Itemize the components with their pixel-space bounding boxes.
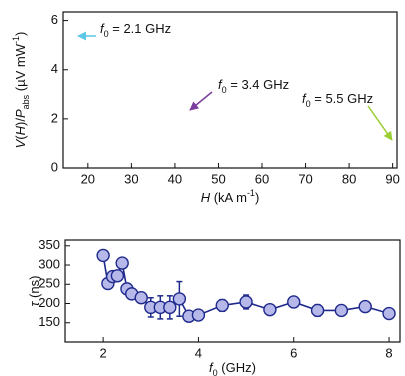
y-tick-label: 300 — [38, 256, 60, 271]
label-part: )/ — [13, 118, 28, 126]
label-part: 0 — [213, 368, 218, 376]
x-axis-label: f0 (GHz) — [209, 360, 256, 376]
label-part: f — [100, 21, 105, 36]
point — [310, 303, 325, 318]
x-tick-label: 90 — [385, 171, 399, 186]
label-part: ) — [255, 190, 259, 205]
label-part: -1 — [247, 188, 255, 198]
label-part: = 5.5 GHz — [311, 91, 374, 106]
point — [287, 295, 301, 309]
y-tick-label: 350 — [38, 237, 60, 252]
point — [334, 303, 349, 318]
y-tick-label: 2 — [51, 110, 58, 125]
point — [163, 300, 177, 315]
plot-frame — [64, 239, 401, 343]
y-axis-label: V(H)/Pabs (µV mW-1) — [11, 32, 31, 149]
x-axis-label: H (kA m-1) — [201, 188, 260, 205]
annotation-arrow — [367, 105, 393, 141]
label-part: 0 — [306, 99, 311, 109]
label-part: -1 — [11, 36, 21, 44]
label-part: P — [13, 109, 28, 118]
label-part: = 2.1 GHz — [109, 21, 172, 36]
y-tick-label: 150 — [38, 314, 60, 329]
label-part: τ — [27, 300, 42, 306]
label-part: = 3.4 GHz — [227, 77, 290, 92]
x-tick-label: 70 — [298, 171, 312, 186]
plot-frame — [62, 11, 398, 169]
y-tick-label: 250 — [38, 276, 60, 291]
y-axis-label: τ (ns) — [27, 276, 42, 307]
label-part: f — [302, 91, 307, 106]
y-tick-label: 200 — [38, 295, 60, 310]
label-part: H — [13, 125, 28, 135]
label-part: V — [13, 138, 28, 148]
point — [172, 292, 187, 306]
label-part: 0 — [104, 29, 109, 39]
annotation: f0 = 3.4 GHz — [218, 77, 289, 95]
x-tick-label: 30 — [124, 171, 138, 186]
label-part: (ns) — [27, 276, 42, 302]
x-tick-label: 20 — [81, 171, 95, 186]
annotation: f0 = 5.5 GHz — [302, 91, 373, 109]
y-tick-label: 6 — [51, 12, 58, 27]
point — [96, 248, 110, 263]
x-tick-label: 80 — [342, 171, 356, 186]
annotation: f0 = 2.1 GHz — [100, 21, 171, 39]
point — [239, 295, 253, 309]
point — [134, 291, 148, 305]
label-part: f — [218, 77, 223, 92]
y-tick-label: 4 — [51, 61, 58, 76]
label-part: ) — [13, 32, 28, 36]
x-tick-label: 8 — [385, 345, 392, 360]
point — [358, 299, 372, 314]
point — [382, 306, 396, 321]
point — [110, 269, 125, 283]
x-tick-label: 6 — [290, 345, 297, 360]
label-part: (GHz) — [218, 360, 256, 375]
annotation-arrow — [189, 91, 213, 111]
point — [263, 302, 277, 317]
x-tick-label: 50 — [211, 171, 225, 186]
x-tick-label: 2 — [100, 345, 107, 360]
y-tick-label: 0 — [51, 159, 58, 174]
label-part: ( — [13, 135, 28, 140]
label-part: abs — [21, 94, 31, 109]
x-tick-label: 40 — [168, 171, 182, 186]
point — [215, 298, 229, 313]
label-part: (µV mW — [13, 43, 28, 95]
label-part: f — [209, 360, 214, 375]
label-part: 0 — [222, 85, 227, 95]
x-tick-label: 60 — [255, 171, 269, 186]
label-part: H — [201, 190, 211, 205]
point — [191, 308, 206, 322]
x-tick-label: 4 — [195, 345, 202, 360]
point — [115, 256, 129, 270]
label-part: (kA m — [210, 190, 247, 205]
